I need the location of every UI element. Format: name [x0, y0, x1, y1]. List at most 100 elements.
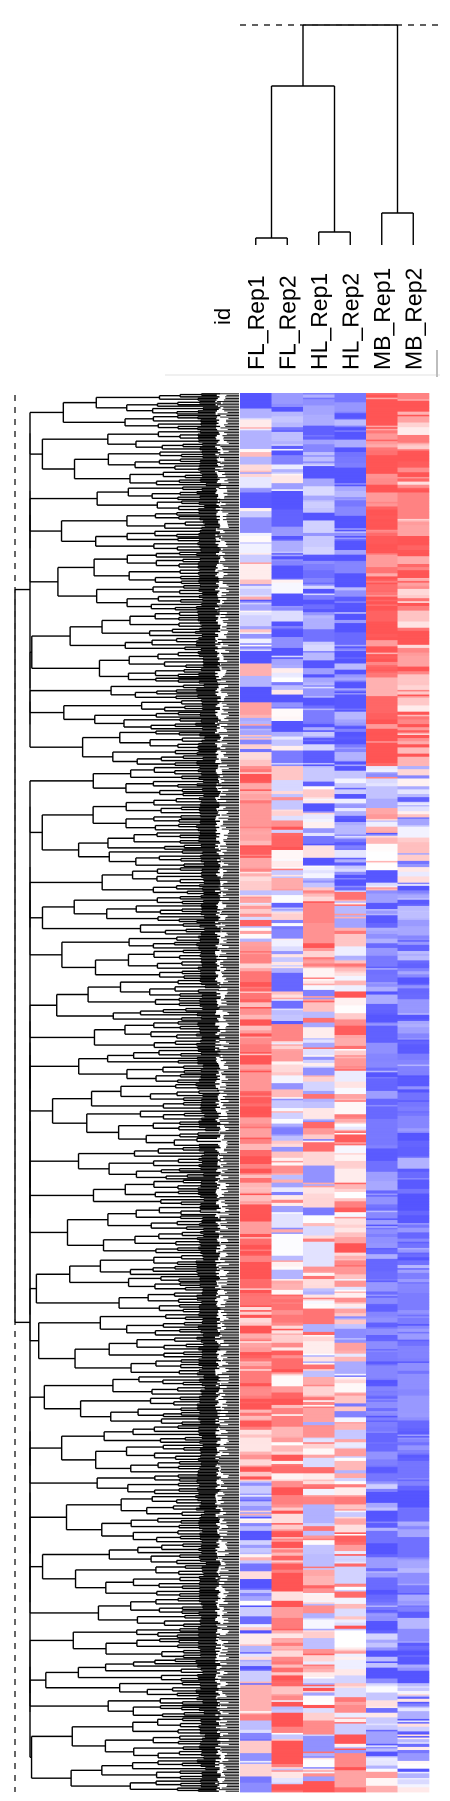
heatmap-cell [366, 472, 398, 475]
heatmap-cell [397, 626, 430, 629]
heatmap-cell [240, 731, 272, 734]
heatmap-cell [366, 512, 398, 515]
heatmap-cell [397, 595, 430, 598]
heatmap-cell [334, 626, 367, 629]
heatmap-cell [240, 515, 272, 518]
heatmap-cell [271, 674, 304, 677]
heatmap-cell [303, 410, 335, 413]
heatmap-cell [366, 663, 398, 666]
heatmap-cell [303, 577, 335, 580]
heatmap-cell [366, 542, 398, 545]
heatmap-cell [334, 705, 367, 708]
heatmap-cell [303, 562, 335, 565]
heatmap-cell [303, 417, 335, 420]
heatmap-cell [303, 543, 335, 546]
heatmap-cell [397, 576, 430, 579]
heatmap-cell [366, 546, 398, 549]
heatmap-cell [366, 400, 398, 403]
heatmap-cell [397, 693, 430, 695]
heatmap-cell [271, 616, 304, 619]
heatmap-cell [303, 638, 335, 641]
heatmap-cell [366, 619, 398, 622]
heatmap-cell [240, 476, 272, 479]
heatmap-cell [271, 686, 304, 689]
heatmap-cell [271, 400, 304, 403]
heatmap-cell [271, 605, 304, 608]
heatmap-cell [303, 431, 335, 434]
heatmap-cell [303, 613, 335, 616]
heatmap-cell [334, 745, 367, 748]
heatmap-cell [240, 472, 272, 475]
heatmap-cell [240, 696, 272, 699]
heatmap-cell [366, 633, 398, 636]
heatmap-cell [334, 685, 367, 688]
heatmap-cell [271, 445, 304, 448]
heatmap-cell [366, 607, 398, 610]
heatmap-cell [303, 559, 335, 562]
heatmap-cell [334, 397, 367, 400]
heatmap-cell [334, 679, 367, 681]
heatmap-cell [271, 486, 304, 489]
heatmap-cell [397, 402, 430, 405]
heatmap-cell [397, 632, 430, 635]
heatmap-cell [397, 697, 430, 700]
heatmap-cell [366, 453, 398, 456]
heatmap-cell [366, 658, 398, 661]
heatmap-cell [334, 591, 367, 594]
heatmap-cell [366, 411, 398, 414]
heatmap-cell [240, 590, 272, 593]
heatmap-cell [240, 587, 272, 590]
heatmap-cell [303, 733, 335, 736]
heatmap-cell [303, 528, 335, 531]
heatmap-cell [271, 610, 304, 613]
heatmap-cell [397, 427, 430, 430]
heatmap-cell [303, 536, 335, 538]
heatmap-cell [397, 441, 430, 444]
heatmap-cell [397, 520, 430, 523]
heatmap-cell [397, 506, 430, 509]
heatmap-cell [397, 640, 430, 643]
heatmap-cell [303, 568, 335, 571]
heatmap-cell [303, 466, 335, 469]
heatmap-cell [303, 546, 335, 549]
heatmap-cell [303, 703, 335, 706]
heatmap-cell [334, 699, 367, 702]
heatmap-cell [271, 548, 304, 551]
heatmap-cell [303, 595, 335, 598]
heatmap-cell [366, 515, 398, 518]
heatmap-cell [240, 585, 272, 588]
heatmap-cell [240, 688, 272, 691]
heatmap-cell [334, 669, 367, 672]
heatmap-cell [271, 587, 304, 590]
heatmap-cell [271, 494, 304, 496]
heatmap-cell [334, 483, 367, 486]
heatmap-cell [397, 469, 430, 472]
heatmap-cell [303, 397, 335, 400]
heatmap-cell [271, 534, 304, 537]
heatmap-cell [271, 550, 304, 552]
heatmap-cell [366, 419, 398, 422]
heatmap-cell [271, 700, 304, 703]
heatmap-cell [366, 475, 398, 478]
heatmap-cell [334, 408, 367, 411]
heatmap-cell [366, 699, 398, 702]
heatmap-cell [334, 623, 367, 626]
heatmap-cell [334, 637, 367, 639]
heatmap-cell [366, 745, 398, 748]
heatmap-cell [303, 406, 335, 409]
heatmap-cell [303, 523, 335, 526]
heatmap-cell [240, 638, 272, 641]
heatmap-cell [271, 708, 304, 711]
heatmap-cell [271, 563, 304, 566]
heatmap-cell [334, 512, 367, 515]
heatmap-cell [397, 489, 430, 492]
heatmap-cell [303, 402, 335, 405]
heatmap-cell [334, 588, 367, 591]
heatmap-cell [240, 674, 272, 677]
heatmap-cell [240, 433, 272, 436]
heatmap-cell [397, 483, 430, 486]
heatmap-cell [366, 682, 398, 685]
heatmap-cell [397, 708, 430, 711]
heatmap-cell [366, 666, 398, 669]
heatmap-cell [366, 427, 398, 430]
